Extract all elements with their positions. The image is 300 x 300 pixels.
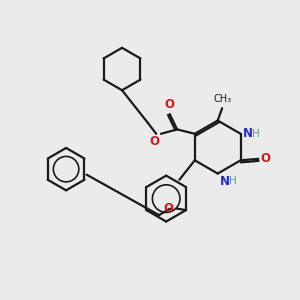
- Text: CH₃: CH₃: [214, 94, 232, 104]
- Text: H: H: [252, 129, 260, 139]
- Text: O: O: [261, 152, 271, 165]
- Text: N: N: [220, 175, 230, 188]
- Text: O: O: [164, 98, 174, 110]
- Text: H: H: [229, 176, 237, 187]
- Text: O: O: [150, 135, 160, 148]
- Text: N: N: [243, 127, 253, 140]
- Text: O: O: [164, 202, 174, 214]
